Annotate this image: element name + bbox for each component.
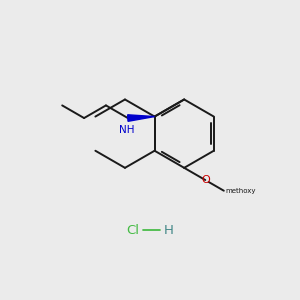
Text: O: O bbox=[201, 175, 210, 185]
Text: methoxy: methoxy bbox=[225, 188, 256, 194]
Text: Cl: Cl bbox=[127, 224, 140, 237]
Polygon shape bbox=[128, 115, 154, 121]
Text: H: H bbox=[164, 224, 173, 237]
Text: NH: NH bbox=[118, 125, 134, 136]
